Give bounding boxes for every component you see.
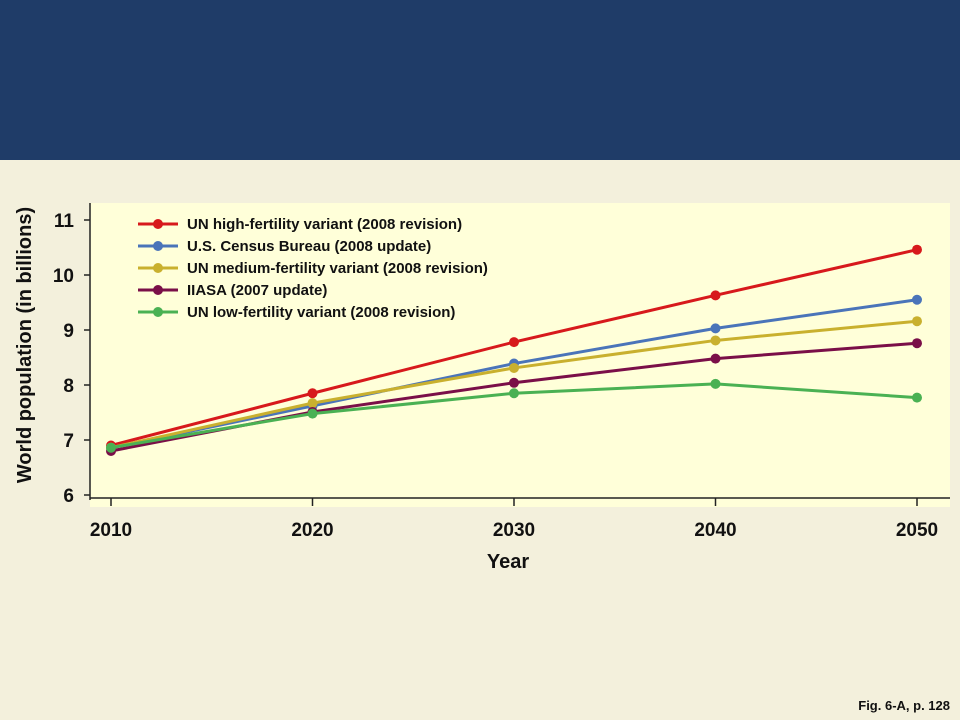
data-point bbox=[307, 398, 318, 409]
y-ticks: 6 7 8 9 10 11 bbox=[53, 211, 90, 507]
data-point bbox=[710, 323, 721, 334]
data-point bbox=[912, 316, 922, 327]
legend-item: UN low-fertility variant (2008 revision) bbox=[138, 304, 455, 321]
population-chart: 6 7 8 9 10 11 2010 2020 2030 2040 2050 UN high-fe… bbox=[14, 203, 950, 573]
data-point bbox=[912, 338, 922, 349]
data-point bbox=[307, 408, 318, 419]
data-point bbox=[307, 388, 318, 399]
data-point bbox=[509, 377, 519, 388]
legend-item: U.S. Census Bureau (2008 update) bbox=[138, 238, 431, 255]
y-tick-label: 8 bbox=[63, 376, 74, 397]
legend-swatch-marker bbox=[153, 307, 163, 317]
y-tick-label: 10 bbox=[53, 266, 74, 287]
x-tick-label: 2040 bbox=[694, 520, 736, 541]
legend-item: UN high-fertility variant (2008 revision… bbox=[138, 216, 462, 233]
data-point bbox=[509, 388, 519, 399]
x-tick-label: 2010 bbox=[90, 520, 132, 541]
y-tick-label: 6 bbox=[63, 486, 74, 507]
data-point bbox=[509, 337, 519, 348]
data-point bbox=[710, 335, 721, 346]
series bbox=[106, 244, 922, 456]
legend-swatch-marker bbox=[153, 219, 163, 229]
data-point bbox=[710, 353, 721, 364]
legend: UN high-fertility variant (2008 revision… bbox=[138, 216, 488, 321]
x-tick-label: 2020 bbox=[291, 520, 333, 541]
data-point bbox=[912, 244, 922, 255]
series-1 bbox=[106, 244, 922, 451]
series-5 bbox=[106, 378, 922, 453]
x-tick-label: 2050 bbox=[896, 520, 938, 541]
y-tick-label: 7 bbox=[63, 431, 74, 452]
legend-label: U.S. Census Bureau (2008 update) bbox=[187, 238, 431, 255]
data-point bbox=[509, 362, 519, 373]
legend-label: UN high-fertility variant (2008 revision… bbox=[187, 216, 462, 233]
data-point bbox=[912, 392, 922, 403]
legend-label: UN medium-fertility variant (2008 revisi… bbox=[187, 260, 488, 277]
data-point bbox=[106, 442, 116, 453]
legend-label: IIASA (2007 update) bbox=[187, 282, 327, 299]
header-banner bbox=[0, 0, 960, 160]
legend-label: UN low-fertility variant (2008 revision) bbox=[187, 304, 455, 321]
legend-item: UN medium-fertility variant (2008 revisi… bbox=[138, 260, 488, 277]
y-axis-title: World population (in billions) bbox=[14, 207, 36, 483]
x-axis-title: Year bbox=[487, 551, 529, 573]
plot-area bbox=[90, 203, 950, 507]
data-point bbox=[912, 294, 922, 305]
legend-item: IIASA (2007 update) bbox=[138, 282, 327, 299]
legend-swatch-marker bbox=[153, 263, 163, 273]
y-tick-label: 9 bbox=[63, 321, 74, 342]
x-ticks: 2010 2020 2030 2040 2050 bbox=[90, 498, 938, 541]
y-tick-label: 11 bbox=[54, 211, 75, 232]
data-point bbox=[710, 290, 721, 301]
figure-caption: Fig. 6-A, p. 128 bbox=[858, 698, 950, 713]
legend-swatch-marker bbox=[153, 285, 163, 295]
legend-swatch-marker bbox=[153, 241, 163, 251]
data-point bbox=[710, 378, 721, 389]
x-tick-label: 2030 bbox=[493, 520, 535, 541]
